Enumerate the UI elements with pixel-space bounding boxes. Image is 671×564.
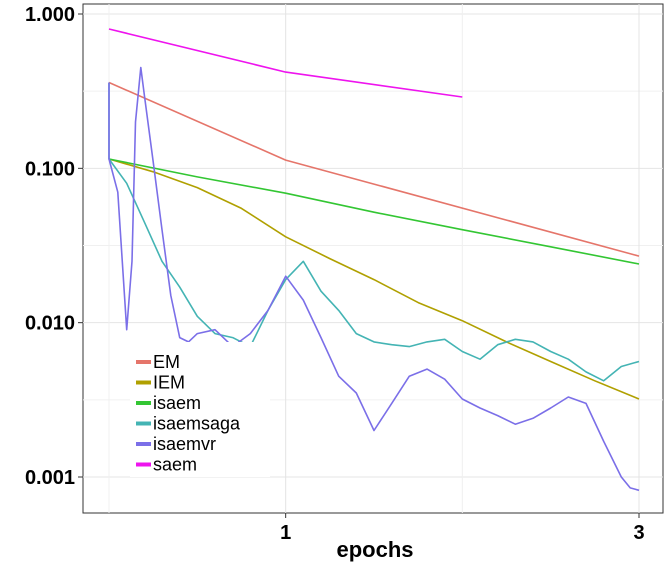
y-tick-label: 0.001 xyxy=(25,467,75,489)
x-tick-label: 3 xyxy=(633,522,644,544)
series-line-saem xyxy=(108,28,463,98)
legend-key-isaem xyxy=(136,401,151,405)
legend-key-EM xyxy=(136,360,151,364)
legend-key-saem xyxy=(136,462,151,467)
y-tick-label: 0.100 xyxy=(25,158,75,180)
series-line-isaemvr xyxy=(108,66,640,492)
legend-label-isaemsaga: isaemsaga xyxy=(153,414,241,434)
legend-label-saem: saem xyxy=(153,455,197,475)
y-axis-ticks: 1.000 0.100 0.010 0.001 xyxy=(25,4,83,489)
series-line-isaemsaga xyxy=(108,82,640,382)
legend-label-isaemvr: isaemvr xyxy=(153,434,216,454)
legend-key-isaemvr xyxy=(136,442,151,446)
x-axis-title: epochs xyxy=(336,537,413,562)
x-tick-label: 1 xyxy=(280,522,291,544)
series-lines xyxy=(108,28,640,492)
series-line-IEM xyxy=(108,158,640,400)
legend-label-isaem: isaem xyxy=(153,393,201,413)
series-line-EM xyxy=(108,81,640,257)
series-line-isaem xyxy=(108,158,640,265)
y-tick-label: 1.000 xyxy=(25,4,75,26)
legend-key-IEM xyxy=(136,380,151,385)
legend-label-EM: EM xyxy=(153,352,180,372)
legend-key-isaemsaga xyxy=(136,421,151,426)
legend-label-IEM: IEM xyxy=(153,373,185,393)
y-tick-label: 0.010 xyxy=(25,313,75,335)
legend-background xyxy=(130,342,270,477)
